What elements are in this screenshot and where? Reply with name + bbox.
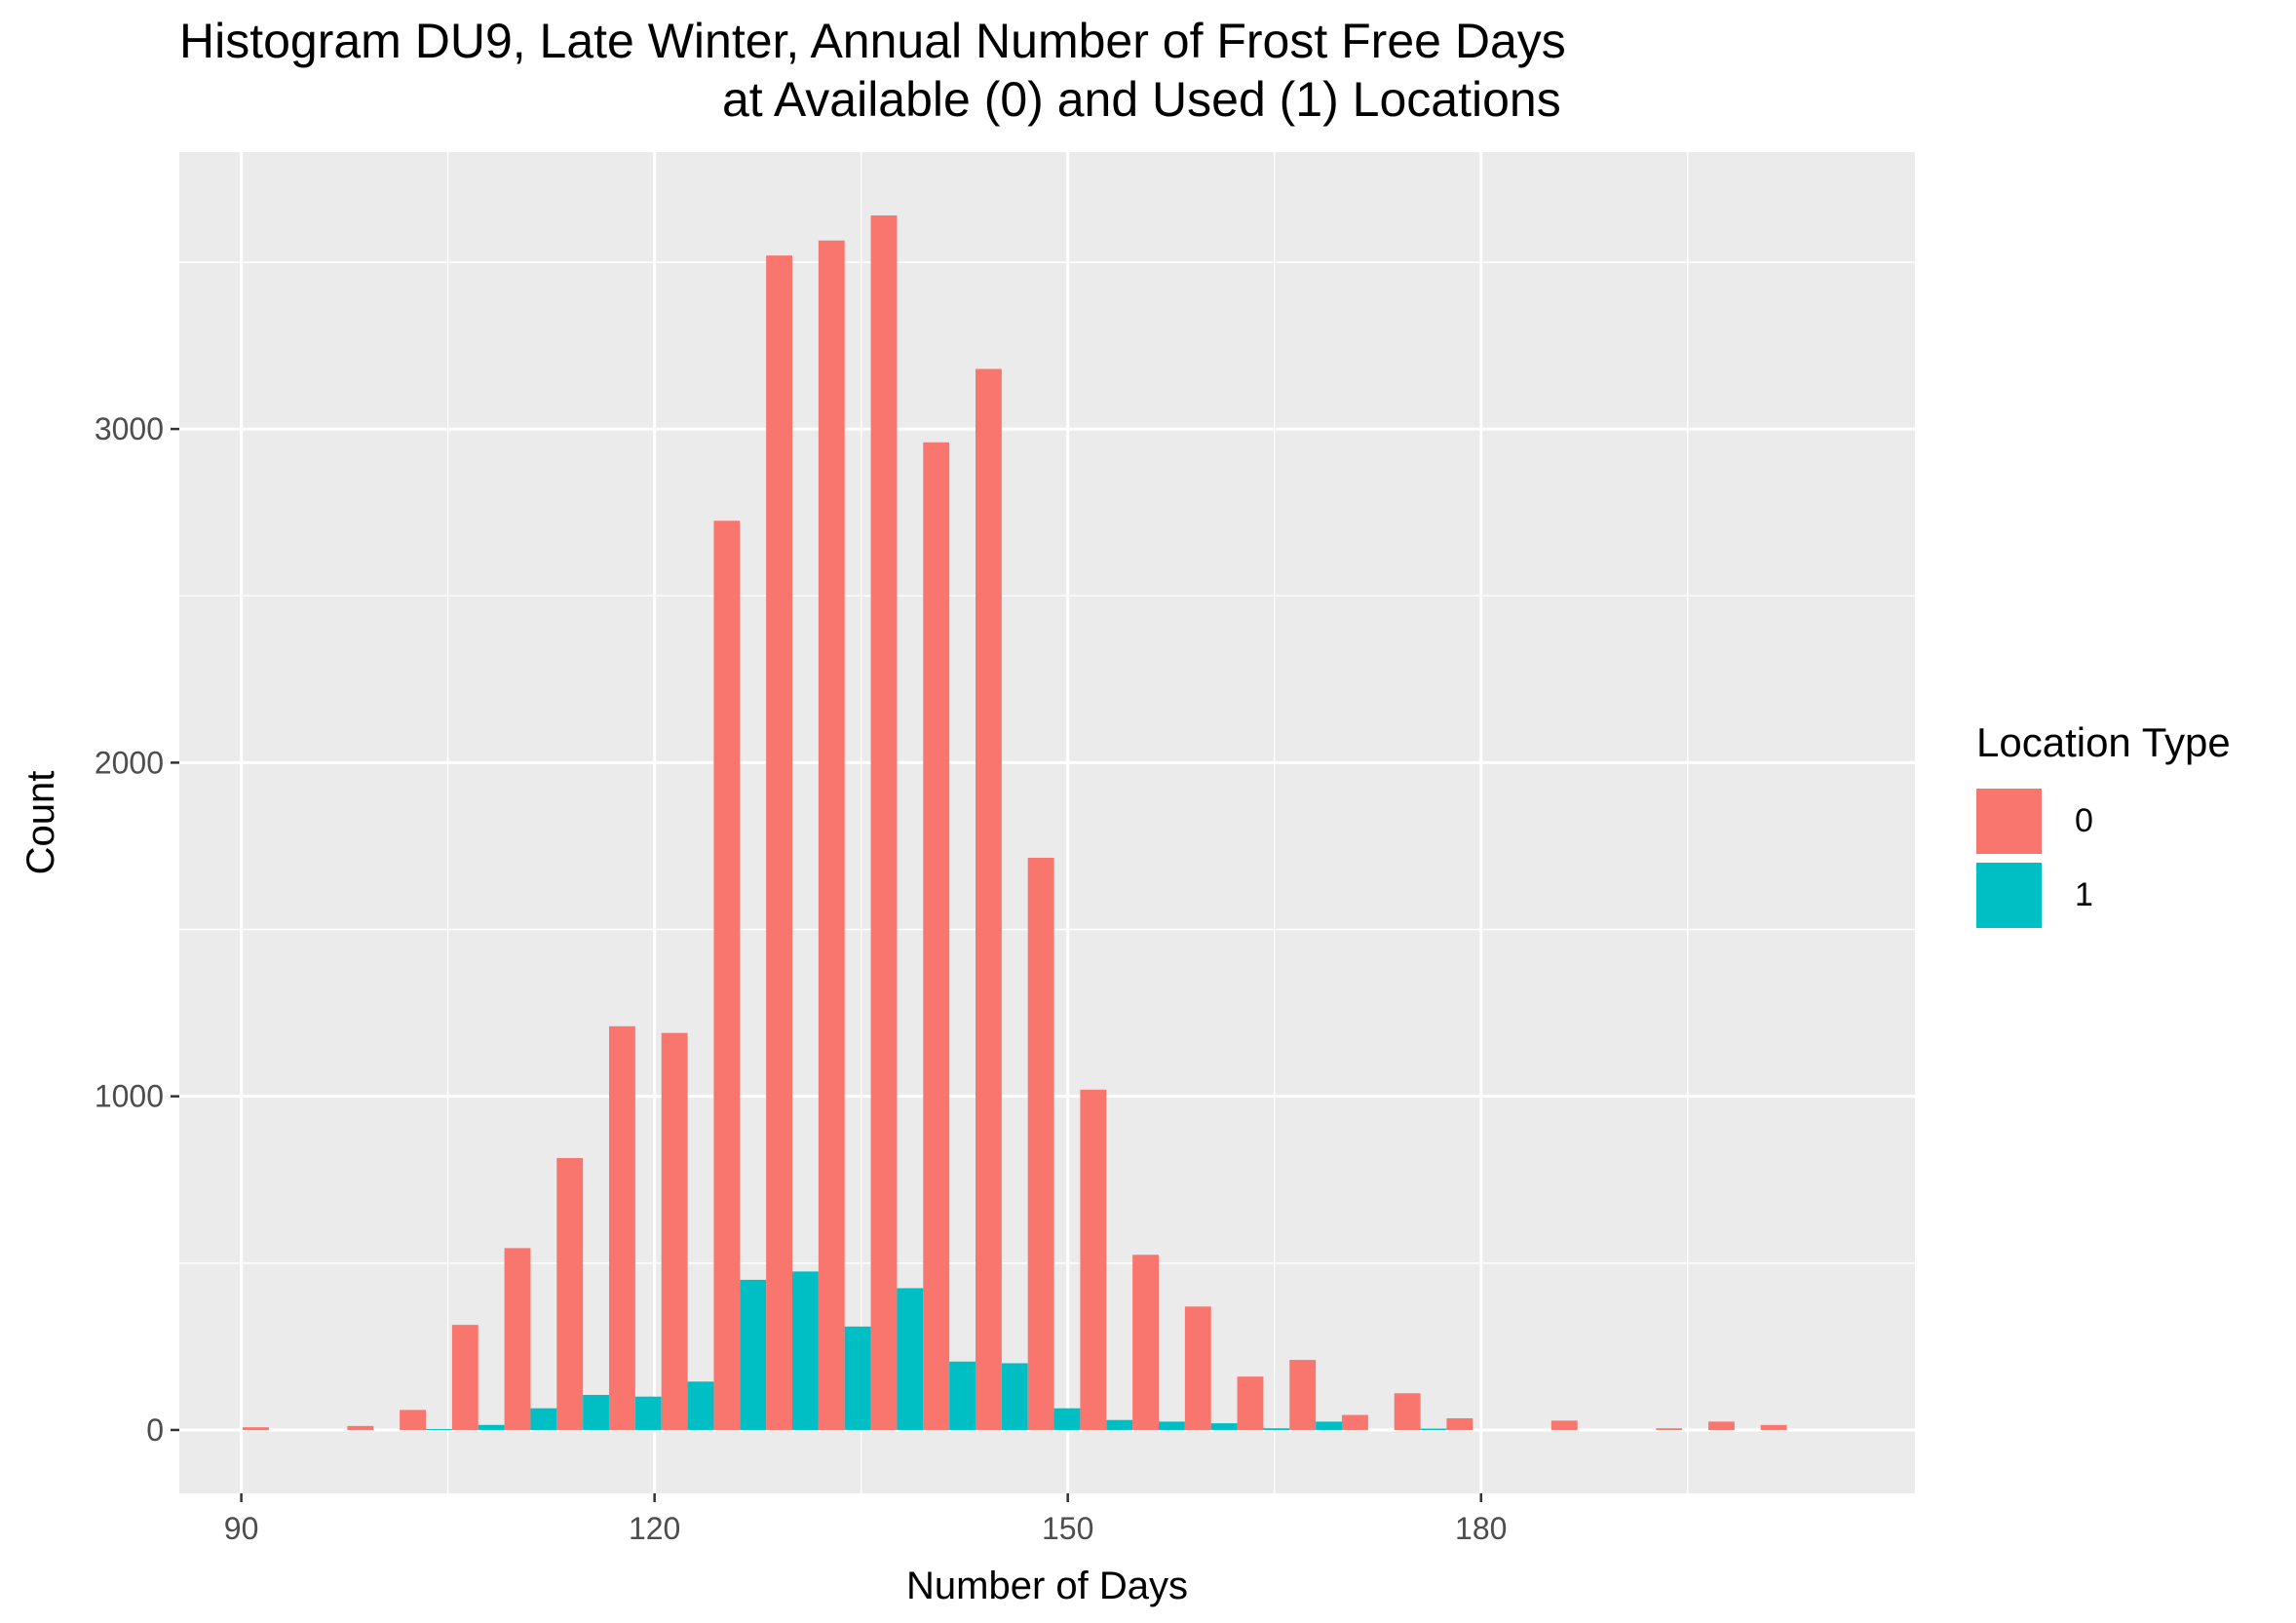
bar-series-0	[1289, 1360, 1317, 1430]
bar-series-0	[1394, 1393, 1421, 1430]
bar-series-1	[1210, 1423, 1238, 1430]
bar-series-1	[478, 1424, 505, 1430]
bar-series-1	[634, 1396, 662, 1430]
bar-series-1	[1420, 1428, 1447, 1430]
bar-series-1	[1053, 1408, 1081, 1430]
bar-series-0	[975, 368, 1002, 1430]
x-axis: 90 120 150 180	[224, 1493, 1507, 1546]
y-tick-label: 0	[146, 1412, 164, 1448]
bar-series-1	[530, 1408, 557, 1430]
legend: Location Type 0 1	[1976, 719, 2231, 934]
bar-series-1	[740, 1279, 767, 1430]
chart-title: Histogram DU9, Late Winter, Annual Numbe…	[179, 12, 1836, 129]
x-tick-label: 150	[1042, 1511, 1093, 1546]
y-tick-label: 2000	[95, 745, 164, 780]
legend-label-1: 1	[2075, 875, 2093, 913]
bar-series-0	[400, 1410, 427, 1430]
bars	[243, 215, 1787, 1430]
bar-series-0	[766, 255, 793, 1430]
bar-series-0	[1760, 1424, 1787, 1430]
bar-series-0	[556, 1158, 584, 1430]
legend-item-1: 1	[1976, 860, 2231, 930]
bar-series-1	[1158, 1421, 1185, 1430]
bar-series-1	[897, 1288, 924, 1430]
bar-series-0	[1446, 1417, 1473, 1430]
legend-title: Location Type	[1976, 719, 2231, 765]
bar-series-0	[1341, 1414, 1368, 1430]
x-tick-label: 90	[224, 1511, 259, 1546]
bar-series-0	[1550, 1420, 1578, 1430]
y-axis-title: Count	[19, 771, 62, 875]
y-axis: 0 1000 2000 3000	[95, 411, 179, 1448]
bar-series-1	[583, 1395, 610, 1430]
x-tick-label: 180	[1455, 1511, 1507, 1546]
chart-subtitle: at Available (0) and Used (1) Locations	[722, 72, 1561, 127]
bar-series-0	[870, 215, 898, 1430]
x-tick-label: 120	[629, 1511, 680, 1546]
bar-series-0	[1656, 1428, 1683, 1430]
bar-series-0	[243, 1427, 269, 1430]
x-axis-title: Number of Days	[906, 1565, 1188, 1607]
bar-series-1	[1316, 1421, 1342, 1430]
bar-series-1	[1001, 1363, 1028, 1430]
bar-series-0	[1132, 1255, 1159, 1430]
bar-series-1	[844, 1326, 871, 1430]
bar-series-0	[1184, 1306, 1211, 1430]
y-tick-label: 3000	[95, 411, 164, 446]
bar-series-0	[1080, 1089, 1107, 1430]
bar-series-0	[1027, 857, 1054, 1430]
bar-series-0	[347, 1425, 374, 1430]
bar-series-1	[1106, 1419, 1133, 1430]
chart-title-line-1: Histogram DU9, Late Winter, Annual Numbe…	[179, 14, 1566, 68]
bar-series-0	[1707, 1421, 1735, 1430]
legend-key-1	[1976, 862, 2042, 928]
bar-series-0	[1237, 1376, 1264, 1430]
bar-series-1	[949, 1361, 976, 1430]
legend-key-0	[1976, 788, 2042, 854]
bar-series-0	[451, 1325, 478, 1430]
legend-label-0: 0	[2075, 801, 2093, 839]
bar-series-0	[923, 442, 950, 1430]
bar-series-0	[661, 1032, 688, 1430]
bar-series-0	[818, 240, 845, 1430]
y-tick-label: 1000	[95, 1079, 164, 1114]
legend-item-0: 0	[1976, 786, 2231, 856]
bar-series-1	[1263, 1428, 1290, 1430]
bar-series-1	[687, 1381, 714, 1430]
bar-series-0	[609, 1025, 635, 1430]
bar-series-1	[792, 1271, 819, 1430]
bar-series-0	[504, 1248, 531, 1430]
bar-series-0	[713, 521, 741, 1430]
bar-series-1	[426, 1428, 452, 1430]
